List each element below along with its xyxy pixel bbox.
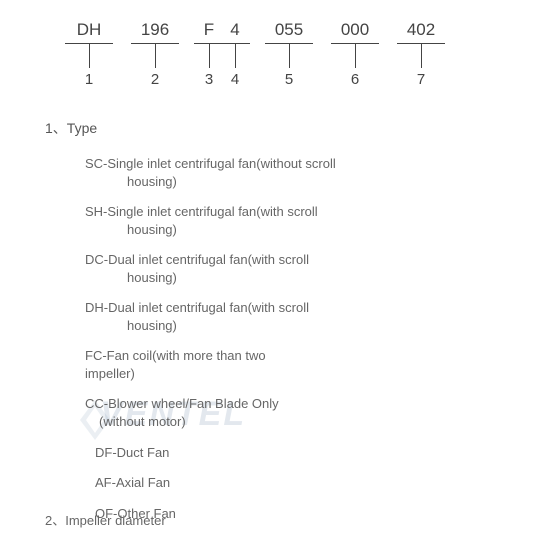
def-line: DC-Dual inlet centrifugal fan(with scrol… <box>85 252 309 267</box>
section-1-type: 1、Type <box>45 118 97 138</box>
code-segment-2: 196 2 <box>131 20 179 88</box>
code-tick <box>155 44 156 68</box>
def-line-cont: housing) <box>85 269 177 287</box>
code-tick <box>209 44 210 68</box>
code-text: 402 <box>406 20 436 43</box>
def-line: SH-Single inlet centrifugal fan(with scr… <box>85 204 318 219</box>
code-tick <box>235 44 236 68</box>
def-af: AF-Axial Fan <box>85 474 445 492</box>
code-index: 3 <box>205 71 213 88</box>
code-text: DH <box>74 20 104 43</box>
def-line-cont: impeller) <box>85 365 135 383</box>
def-fc: FC-Fan coil(with more than two impeller) <box>85 347 445 382</box>
type-definitions: SC-Single inlet centrifugal fan(without … <box>85 155 445 535</box>
def-line-cont: housing) <box>85 317 177 335</box>
def-line-cont: housing) <box>85 221 177 239</box>
code-segment-1: DH 1 <box>65 20 113 88</box>
product-code-row: DH 1 196 2 F 3 4 4 055 5 000 6 <box>65 20 463 88</box>
def-dh: DH-Dual inlet centrifugal fan(with scrol… <box>85 299 445 334</box>
def-line-cont: housing) <box>85 173 177 191</box>
code-segment-3: F 3 <box>197 20 221 88</box>
def-cc: CC-Blower wheel/Fan Blade Only (without … <box>85 395 445 430</box>
def-sc: SC-Single inlet centrifugal fan(without … <box>85 155 445 190</box>
code-tick <box>355 44 356 68</box>
code-index: 2 <box>151 71 159 88</box>
def-line: AF-Axial Fan <box>95 475 170 490</box>
code-text: 196 <box>140 20 170 43</box>
code-index: 5 <box>285 71 293 88</box>
code-segment-5: 055 5 <box>265 20 313 88</box>
code-index: 6 <box>351 71 359 88</box>
def-sh: SH-Single inlet centrifugal fan(with scr… <box>85 203 445 238</box>
code-text: 4 <box>220 20 250 43</box>
code-tick <box>89 44 90 68</box>
code-segment-7: 402 7 <box>397 20 445 88</box>
code-tick <box>289 44 290 68</box>
section-1-title: 1、Type <box>45 120 97 136</box>
code-index: 1 <box>85 71 93 88</box>
code-text: 055 <box>274 20 304 43</box>
def-line: DH-Dual inlet centrifugal fan(with scrol… <box>85 300 309 315</box>
code-segment-4: 4 4 <box>223 20 247 88</box>
def-line: CC-Blower wheel/Fan Blade Only <box>85 396 279 411</box>
section-2-title: 2、Impeller diameter <box>45 513 166 528</box>
def-line: FC-Fan coil(with more than two <box>85 348 266 363</box>
code-text: 000 <box>340 20 370 43</box>
code-segment-6: 000 6 <box>331 20 379 88</box>
section-2-impeller: 2、Impeller diameter <box>45 510 166 529</box>
def-line: SC-Single inlet centrifugal fan(without … <box>85 156 336 171</box>
def-line-cont: (without motor) <box>85 413 186 431</box>
def-df: DF-Duct Fan <box>85 444 445 462</box>
def-dc: DC-Dual inlet centrifugal fan(with scrol… <box>85 251 445 286</box>
code-tick <box>421 44 422 68</box>
code-index: 4 <box>231 71 239 88</box>
def-line: DF-Duct Fan <box>95 445 169 460</box>
code-index: 7 <box>417 71 425 88</box>
code-segment-group-34: F 3 4 4 <box>197 20 247 88</box>
